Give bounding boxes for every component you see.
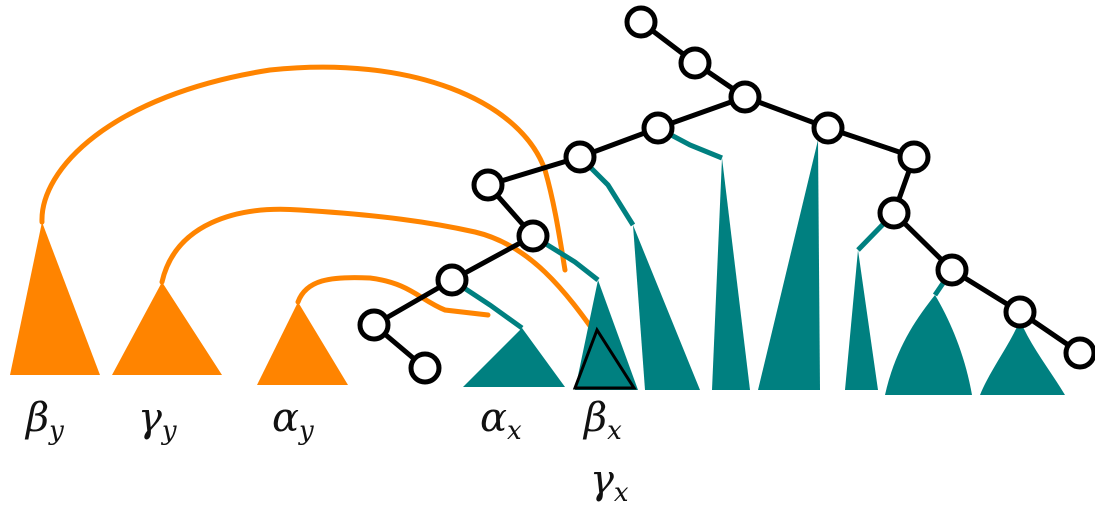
label-beta-y-sub: y bbox=[49, 416, 64, 446]
label-beta-y: βy bbox=[26, 398, 64, 444]
node-10 bbox=[408, 351, 442, 385]
spine-nodes bbox=[357, 5, 1095, 385]
label-gamma-y-sub: y bbox=[161, 416, 177, 446]
node-4 bbox=[641, 111, 675, 145]
label-gamma-x: γx bbox=[590, 460, 629, 506]
label-alpha-y-base: α bbox=[272, 395, 300, 441]
label-alpha-x-base: α bbox=[480, 395, 508, 441]
node-3 bbox=[728, 80, 762, 114]
node-15 bbox=[1003, 295, 1037, 329]
label-gamma-y-base: γ bbox=[138, 395, 162, 441]
subtree-gamma-y bbox=[112, 282, 222, 375]
arc-beta bbox=[39, 64, 568, 273]
node-13 bbox=[877, 196, 911, 230]
label-beta-y-base: β bbox=[26, 395, 50, 441]
subtree-gamma-x-outline bbox=[572, 326, 637, 390]
node-14 bbox=[935, 253, 969, 287]
subtree-beta-y bbox=[10, 222, 100, 375]
label-gamma-x-sub: x bbox=[613, 478, 629, 508]
subtree-alpha-y bbox=[257, 302, 348, 385]
label-alpha-x: αx bbox=[480, 398, 522, 444]
arc-gamma bbox=[159, 206, 603, 343]
subtree-teal-6 bbox=[845, 250, 878, 390]
node-8 bbox=[435, 263, 469, 297]
node-1 bbox=[624, 5, 658, 39]
subtree-teal-4 bbox=[712, 158, 750, 390]
label-alpha-y: αy bbox=[272, 398, 314, 444]
label-beta-x-sub: x bbox=[607, 416, 622, 446]
node-12 bbox=[897, 140, 931, 174]
node-7 bbox=[516, 219, 550, 253]
subtree-beta-x bbox=[575, 280, 638, 390]
node-2 bbox=[678, 46, 712, 80]
node-6 bbox=[471, 168, 505, 202]
node-9 bbox=[357, 308, 391, 342]
subtree-teal-3 bbox=[633, 225, 700, 390]
label-gamma-y: γy bbox=[138, 398, 177, 444]
node-11 bbox=[811, 111, 845, 145]
subtree-teal-8 bbox=[980, 320, 1065, 395]
teal-subtrees bbox=[463, 140, 1065, 395]
label-alpha-x-sub: x bbox=[507, 416, 522, 446]
subtree-teal-7 bbox=[885, 295, 972, 395]
node-16 bbox=[1063, 336, 1095, 370]
orange-subtrees bbox=[10, 222, 348, 385]
label-beta-x: βx bbox=[584, 398, 622, 444]
orange-arcs bbox=[39, 64, 603, 343]
subtree-alpha-x bbox=[463, 328, 565, 387]
subtree-teal-5 bbox=[758, 140, 820, 390]
label-alpha-y-sub: y bbox=[299, 416, 314, 446]
arc-alpha bbox=[295, 275, 491, 318]
node-5 bbox=[563, 140, 597, 174]
label-gamma-x-base: γ bbox=[590, 457, 614, 503]
label-beta-x-base: β bbox=[584, 395, 608, 441]
